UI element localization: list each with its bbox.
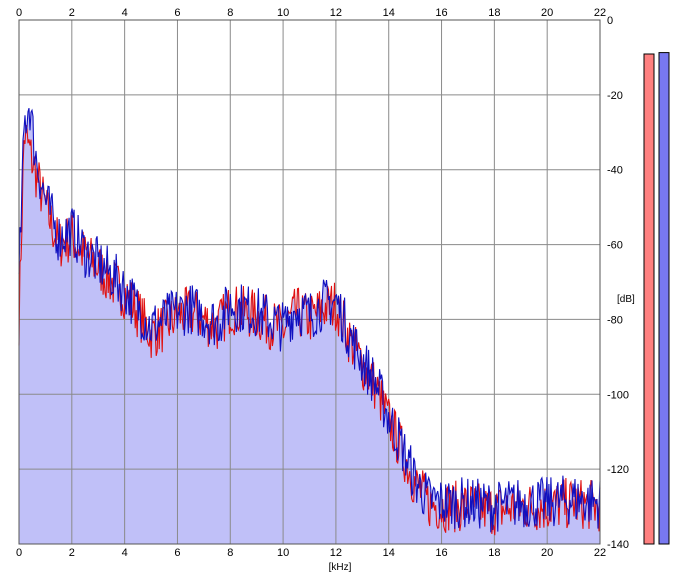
x-tick-label-bottom: 12 <box>330 547 342 559</box>
x-tick-label-top: 12 <box>330 7 342 19</box>
x-tick-label-bottom: 0 <box>16 547 22 559</box>
x-tick-label-top: 14 <box>383 7 395 19</box>
y-tick-label: 0 <box>607 15 613 27</box>
level-meters <box>643 52 670 545</box>
y-tick-label: -140 <box>607 539 629 551</box>
y-ticks: 0 -20 -40 -60 -80 -100 -120 -140 <box>607 15 629 551</box>
y-axis-label: [dB] <box>617 294 635 305</box>
series-line-2 <box>18 108 601 533</box>
y-tick-label: -60 <box>607 240 623 252</box>
y-tick-label: -80 <box>607 314 623 326</box>
x-tick-label-top: 20 <box>541 7 553 19</box>
x-tick-label-top: 8 <box>227 7 233 19</box>
x-tick-label-bottom: 6 <box>174 547 180 559</box>
spectrum-area <box>19 108 600 544</box>
x-ticks-top: 0 2 4 6 8 10 12 14 16 18 20 22 <box>16 7 606 19</box>
level-meter-R <box>658 52 670 545</box>
x-ticks-bottom: 0 2 4 6 8 10 12 14 16 18 20 22 <box>16 547 606 559</box>
x-tick-label-top: 22 <box>594 7 606 19</box>
x-tick-label-bottom: 16 <box>435 547 447 559</box>
x-tick-label-top: 0 <box>16 7 22 19</box>
spectrum-series <box>18 108 601 536</box>
y-tick-label: -100 <box>607 389 629 401</box>
x-tick-label-bottom: 4 <box>122 547 128 559</box>
x-tick-label-bottom: 20 <box>541 547 553 559</box>
x-tick-label-top: 10 <box>277 7 289 19</box>
x-tick-label-bottom: 22 <box>594 547 606 559</box>
x-tick-label-bottom: 18 <box>488 547 500 559</box>
x-tick-label-bottom: 8 <box>227 547 233 559</box>
spectrum-fill <box>19 108 600 544</box>
x-tick-label-bottom: 2 <box>69 547 75 559</box>
x-tick-label-bottom: 14 <box>383 547 395 559</box>
x-tick-label-bottom: 10 <box>277 547 289 559</box>
y-tick-label: -120 <box>607 464 629 476</box>
x-tick-label-top: 16 <box>435 7 447 19</box>
x-tick-label-top: 2 <box>69 7 75 19</box>
level-meter-L <box>643 53 655 545</box>
x-tick-label-top: 6 <box>174 7 180 19</box>
x-tick-label-top: 18 <box>488 7 500 19</box>
y-tick-label: -20 <box>607 90 623 102</box>
plot-frame <box>18 19 601 545</box>
x-tick-label-top: 4 <box>122 7 128 19</box>
y-tick-label: -40 <box>607 165 623 177</box>
x-axis-label: [kHz] <box>329 562 352 573</box>
